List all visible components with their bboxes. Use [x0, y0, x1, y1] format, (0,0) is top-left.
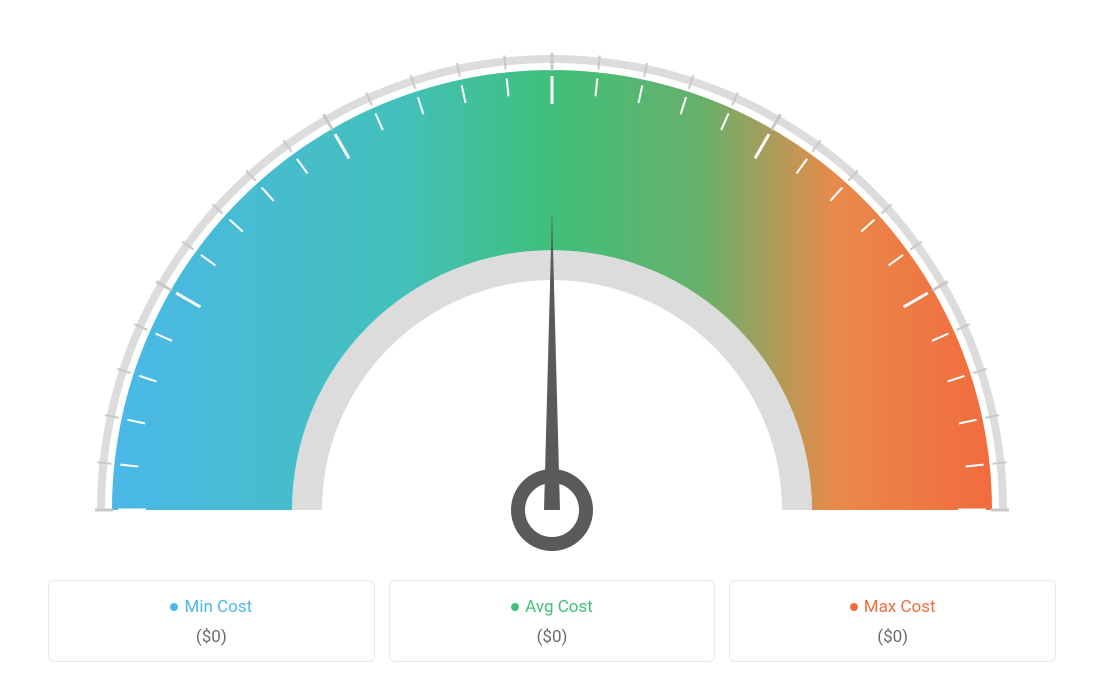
- legend-title-max: Max Cost: [740, 597, 1045, 617]
- legend-box-min: Min Cost ($0): [48, 580, 375, 662]
- cost-gauge-chart: $0$0$0$0$0$0$0 Min Cost($0)Avg Cost($0)M…: [20, 20, 1084, 662]
- legend-title-avg: Avg Cost: [400, 597, 705, 617]
- legend-label-avg: Avg Cost: [525, 597, 593, 617]
- gauge-svg: $0$0$0$0$0$0$0: [20, 20, 1084, 560]
- legend-dot-avg: [511, 603, 519, 611]
- legend-box-avg: Avg Cost ($0): [389, 580, 716, 662]
- legend-dot-max: [850, 603, 858, 611]
- legend-dot-min: [170, 603, 178, 611]
- legend-value-min: ($0): [59, 627, 364, 647]
- legend-value-max: ($0): [740, 627, 1045, 647]
- legend-label-min: Min Cost: [184, 597, 252, 617]
- legend-row: Min Cost ($0) Avg Cost ($0) Max Cost ($0): [20, 580, 1084, 662]
- legend-value-avg: ($0): [400, 627, 705, 647]
- legend-box-max: Max Cost ($0): [729, 580, 1056, 662]
- gauge-tick-label: $0: [20, 20, 32, 25]
- legend-title-min: Min Cost: [59, 597, 364, 617]
- legend-label-max: Max Cost: [864, 597, 936, 617]
